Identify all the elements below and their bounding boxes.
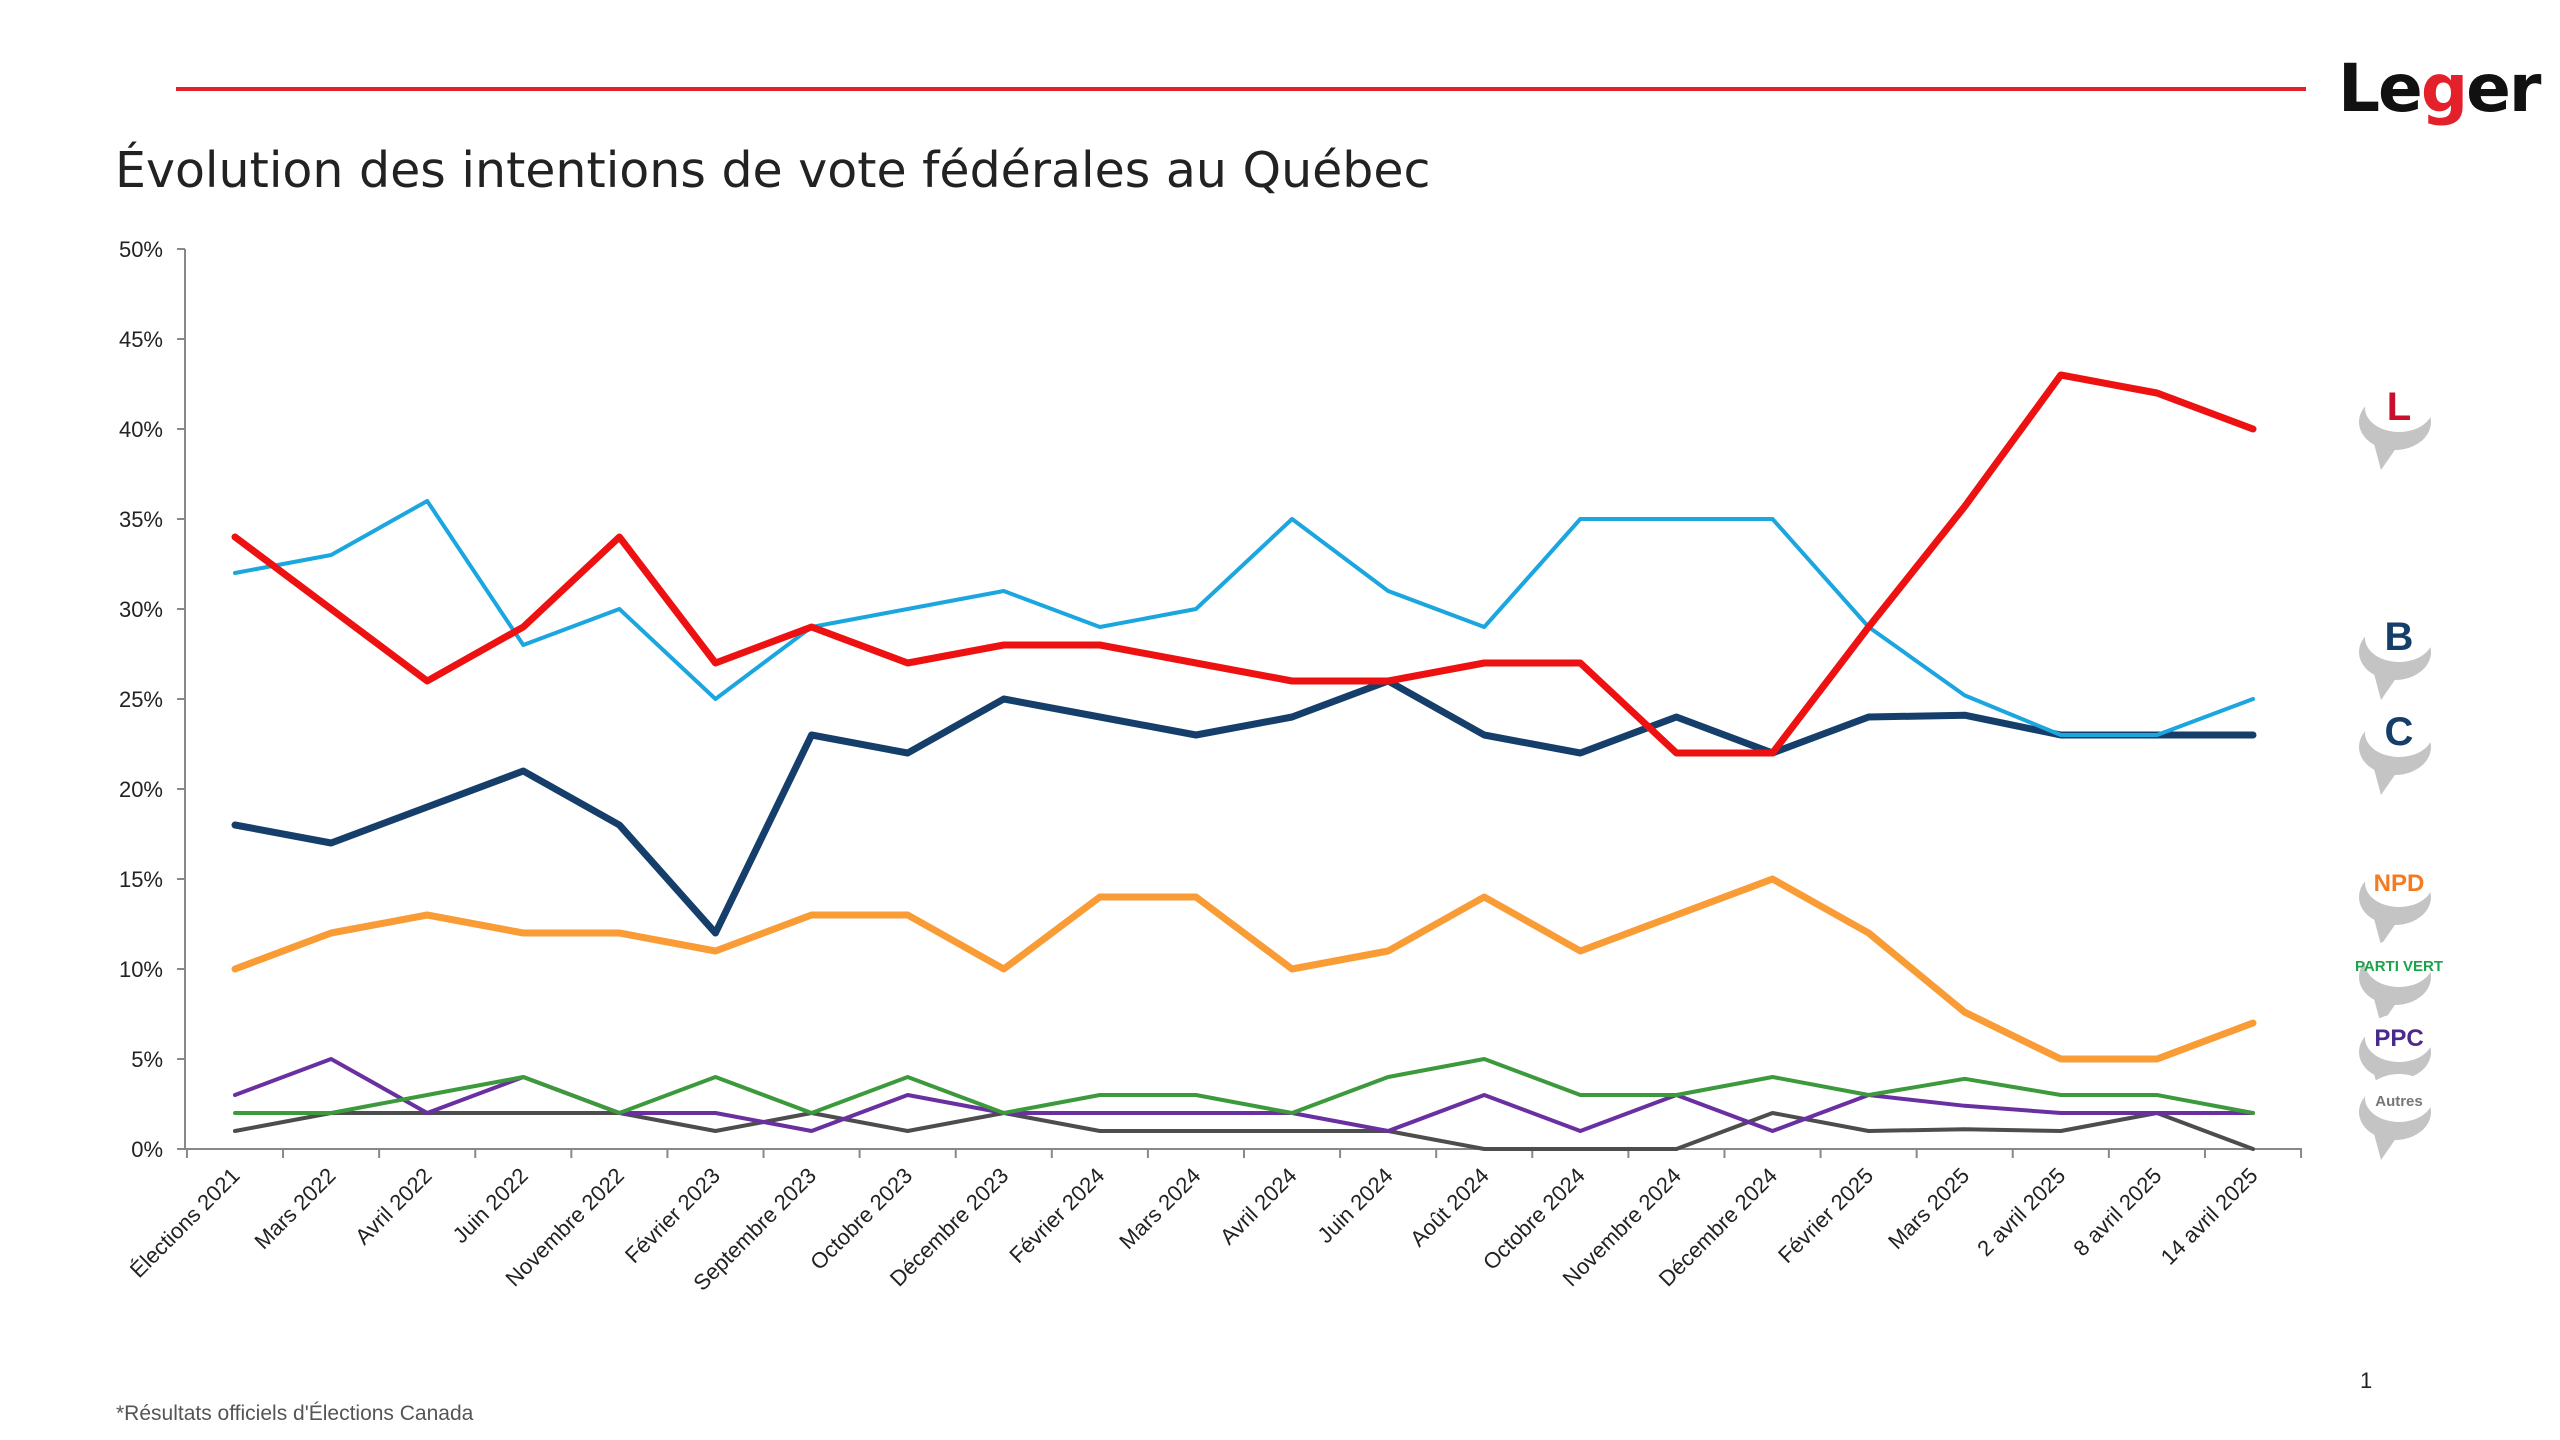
series-line-parti-vert — [233, 1057, 2255, 1115]
header-rule — [176, 87, 2306, 91]
legend-label: B — [2385, 615, 2414, 659]
legend-bubble-face-icon — [2365, 859, 2433, 907]
series-line-npd — [231, 875, 2257, 1063]
x-tick-label: Élections 2021 — [125, 1163, 245, 1283]
x-tick-label: Août 2024 — [1405, 1163, 1494, 1252]
y-tick-label: 25% — [119, 687, 163, 712]
series-line-libéral — [231, 371, 2257, 757]
legend-bubble-face-icon — [2365, 939, 2433, 987]
y-tick-label: 50% — [119, 237, 163, 262]
leger-logo: Leger — [2338, 50, 2541, 127]
x-tick-label: Février 2023 — [620, 1163, 725, 1268]
legend-bubble-tail-icon — [2373, 995, 2399, 1025]
legend-bubble-tail-icon — [2373, 670, 2399, 700]
series-line-ppc — [233, 1057, 2255, 1133]
x-tick-label: Mars 2025 — [1883, 1163, 1974, 1254]
x-tick-label: Avril 2024 — [1215, 1163, 1302, 1250]
y-tick-label: 10% — [119, 957, 163, 982]
legend-label: Autres — [2375, 1093, 2423, 1110]
x-tick-label: 8 avril 2025 — [2068, 1163, 2166, 1261]
legend-bubble-face-icon — [2365, 1074, 2433, 1122]
y-tick-label: 35% — [119, 507, 163, 532]
x-tick-label: Juin 2022 — [448, 1163, 533, 1248]
x-tick-label: Février 2024 — [1004, 1163, 1109, 1268]
x-tick-label: Avril 2022 — [350, 1163, 437, 1250]
legend-bubble-tail-icon — [2373, 915, 2399, 945]
legend-bubble-tail-icon — [2373, 765, 2399, 795]
x-tick-label: Février 2025 — [1773, 1163, 1878, 1268]
x-tick-label: Mars 2024 — [1114, 1163, 1205, 1254]
y-tick-label: 5% — [131, 1047, 163, 1072]
legend-bubble-face-icon — [2365, 1014, 2433, 1062]
y-tick-label: 45% — [119, 327, 163, 352]
x-tick-label: 14 avril 2025 — [2156, 1163, 2263, 1270]
footnote: *Résultats officiels d'Élections Canada — [116, 1402, 474, 1425]
series-line-bloc-québécois — [233, 499, 2255, 737]
legend-bubble-tail-icon — [2373, 440, 2399, 470]
y-tick-label: 40% — [119, 417, 163, 442]
series-line-conservateur — [231, 677, 2257, 937]
legend-label: L — [2387, 385, 2411, 429]
x-tick-label: Mars 2022 — [249, 1163, 340, 1254]
legend-bubble-face-icon — [2365, 614, 2433, 662]
y-tick-label: 20% — [119, 777, 163, 802]
series-line-autres — [233, 1111, 2255, 1151]
page-number: 1 — [2360, 1368, 2373, 1393]
x-tick-label: 2 avril 2025 — [1972, 1163, 2070, 1261]
legend-bubble-face-icon — [2365, 384, 2433, 432]
legend-label: PARTI VERT — [2355, 958, 2443, 975]
y-tick-label: 15% — [119, 867, 163, 892]
legend-label: PPC — [2374, 1025, 2423, 1052]
legend-label: NPD — [2374, 870, 2425, 897]
x-tick-label: Juin 2024 — [1313, 1163, 1398, 1248]
y-tick-label: 30% — [119, 597, 163, 622]
y-tick-label: 0% — [131, 1137, 163, 1162]
legend-bubble-tail-icon — [2373, 1130, 2399, 1160]
chart-title: Évolution des intentions de vote fédéral… — [115, 142, 1431, 199]
legend-label: C — [2385, 710, 2414, 754]
legend-bubble-face-icon — [2365, 709, 2433, 757]
